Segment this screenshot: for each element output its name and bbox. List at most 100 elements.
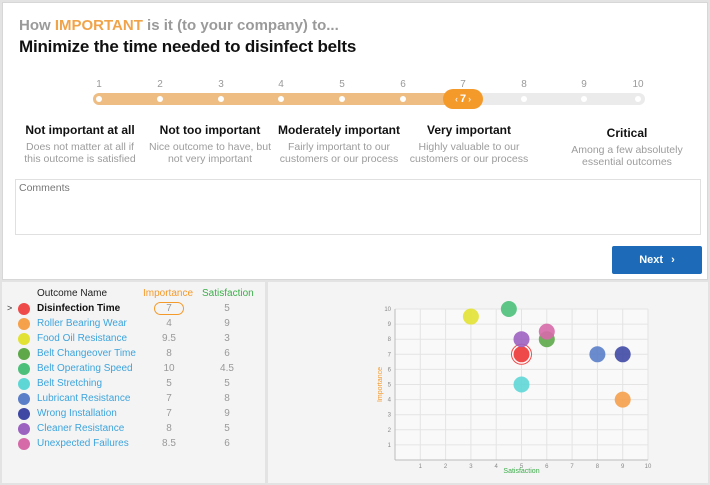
- x-tick-label: 8: [596, 464, 600, 470]
- scale-dot-1[interactable]: [96, 96, 102, 102]
- table-row[interactable]: Food Oil Resistance 9.5 3: [2, 332, 265, 347]
- outcome-color-bubble: [18, 348, 30, 360]
- category-4[interactable]: Critical Among a few absolutely essential…: [563, 126, 691, 168]
- x-tick-label: 10: [645, 464, 652, 470]
- scale-number-5[interactable]: 5: [339, 79, 345, 90]
- x-tick-label: 6: [545, 464, 549, 470]
- outcome-name[interactable]: Wrong Installation: [37, 408, 117, 419]
- chevron-right-icon: ›: [671, 254, 675, 266]
- scatter-chart: 1 2 3 4 5 6 7 8 9 10 1 2 3 4 5 6 7 8 9 10 Satisfaction Import…: [377, 301, 652, 475]
- table-row[interactable]: Belt Changeover Time 8 6: [2, 347, 265, 362]
- scale-number-9[interactable]: 9: [581, 79, 587, 90]
- y-tick-label: 1: [388, 443, 392, 449]
- outcome-name[interactable]: Disinfection Time: [37, 303, 121, 314]
- question-prefix: How IMPORTANT is it (to your company) to…: [19, 17, 339, 34]
- outcome-color-bubble: [18, 438, 30, 450]
- importance-value: 8: [166, 348, 172, 359]
- scale-dot-5[interactable]: [339, 96, 345, 102]
- importance-value: 8: [166, 423, 172, 434]
- data-point-selected: [511, 344, 532, 365]
- data-point: [614, 391, 631, 408]
- category-2[interactable]: Moderately important Fairly important to …: [273, 123, 405, 165]
- importance-highlight: IMPORTANT: [54, 17, 143, 34]
- importance-value: 4: [166, 318, 172, 329]
- y-tick-label: 9: [388, 322, 392, 328]
- table-row[interactable]: Cleaner Resistance 8 5: [2, 422, 265, 437]
- outcome-color-bubble: [18, 333, 30, 345]
- scale-handle[interactable]: ‹ 7 ›: [443, 89, 483, 109]
- satisfaction-value: 9: [224, 318, 230, 329]
- category-title: Not important at all: [25, 123, 135, 137]
- scale-dot-9[interactable]: [581, 96, 587, 102]
- chevron-right-icon: ›: [468, 94, 472, 104]
- y-tick-label: 6: [388, 367, 392, 373]
- category-3[interactable]: Very important Highly valuable to our cus…: [406, 123, 532, 165]
- x-tick-label: 9: [621, 464, 625, 470]
- category-description: Among a few absolutely essential outcome…: [571, 144, 683, 168]
- outcome-name[interactable]: Belt Changeover Time: [37, 348, 136, 359]
- scale-track-empty[interactable]: [455, 93, 645, 105]
- y-tick-label: 7: [388, 352, 392, 358]
- header-outcome-name: Outcome Name: [37, 288, 108, 299]
- scale-number-2[interactable]: 2: [157, 79, 163, 90]
- outcome-name[interactable]: Roller Bearing Wear: [37, 318, 127, 329]
- comments-field[interactable]: Comments: [15, 179, 701, 235]
- outcome-color-bubble: [18, 363, 30, 375]
- scale-number-8[interactable]: 8: [521, 79, 527, 90]
- importance-value: 7: [166, 393, 172, 404]
- table-row[interactable]: Wrong Installation 7 9: [2, 407, 265, 422]
- scale-number-10[interactable]: 10: [632, 79, 644, 90]
- scale-dot-2[interactable]: [157, 96, 163, 102]
- table-row[interactable]: Unexpected Failures 8.5 6: [2, 437, 265, 452]
- scale-number-3[interactable]: 3: [218, 79, 224, 90]
- comments-label: Comments: [19, 182, 70, 194]
- table-row[interactable]: Belt Operating Speed 10 4.5: [2, 362, 265, 377]
- satisfaction-value: 3: [224, 333, 230, 344]
- importance-value: 9.5: [162, 333, 176, 344]
- importance-value: 7: [166, 408, 172, 419]
- x-tick-label: 5: [520, 464, 524, 470]
- category-0[interactable]: Not important at all Does not matter at a…: [17, 123, 143, 165]
- scale-handle-value: 7: [459, 93, 467, 105]
- outcome-name[interactable]: Lubricant Resistance: [37, 393, 131, 404]
- table-row[interactable]: Roller Bearing Wear 4 9: [2, 317, 265, 332]
- table-row[interactable]: Lubricant Resistance 7 8: [2, 392, 265, 407]
- scale-dot-6[interactable]: [400, 96, 406, 102]
- outcome-name[interactable]: Unexpected Failures: [37, 438, 129, 449]
- outcome-name[interactable]: Cleaner Resistance: [37, 423, 125, 434]
- outcome-name[interactable]: Belt Operating Speed: [37, 363, 133, 374]
- outcome-color-bubble: [18, 423, 30, 435]
- importance-value: 5: [166, 378, 172, 389]
- category-1[interactable]: Not too important Nice outcome to have, b…: [146, 123, 274, 165]
- scale-number-7[interactable]: 7: [460, 79, 466, 90]
- scale-number-1[interactable]: 1: [96, 79, 102, 90]
- scale-dot-3[interactable]: [218, 96, 224, 102]
- category-title: Very important: [426, 123, 512, 137]
- header-satisfaction: Satisfaction: [202, 288, 254, 299]
- scale-number-4[interactable]: 4: [278, 79, 284, 90]
- x-tick-label: 2: [444, 464, 448, 470]
- scale-number-6[interactable]: 6: [400, 79, 406, 90]
- outcome-color-bubble: [18, 378, 30, 390]
- scale-dot-10[interactable]: [635, 96, 641, 102]
- category-title: Critical: [606, 126, 648, 140]
- satisfaction-value: 8: [224, 393, 230, 404]
- next-button-label: Next: [639, 254, 664, 266]
- table-row[interactable]: Belt Stretching 5 5: [2, 377, 265, 392]
- data-point: [589, 346, 606, 363]
- outcome-name[interactable]: Belt Stretching: [37, 378, 103, 389]
- y-tick-label: 10: [384, 307, 391, 313]
- table-row[interactable]: > Disinfection Time 7 5: [2, 302, 265, 317]
- next-button[interactable]: Next ›: [612, 246, 702, 274]
- data-point: [614, 346, 631, 363]
- category-description: Highly valuable to our customers or our …: [409, 141, 529, 165]
- category-title: Moderately important: [277, 123, 400, 137]
- data-point: [513, 376, 530, 393]
- outcome-name[interactable]: Food Oil Resistance: [37, 333, 128, 344]
- scale-dot-8[interactable]: [521, 96, 527, 102]
- scale-dot-4[interactable]: [278, 96, 284, 102]
- header-importance: Importance: [143, 288, 194, 299]
- importance-value: 10: [163, 363, 175, 374]
- outcome-color-bubble: [18, 318, 30, 330]
- y-tick-label: 5: [388, 383, 392, 389]
